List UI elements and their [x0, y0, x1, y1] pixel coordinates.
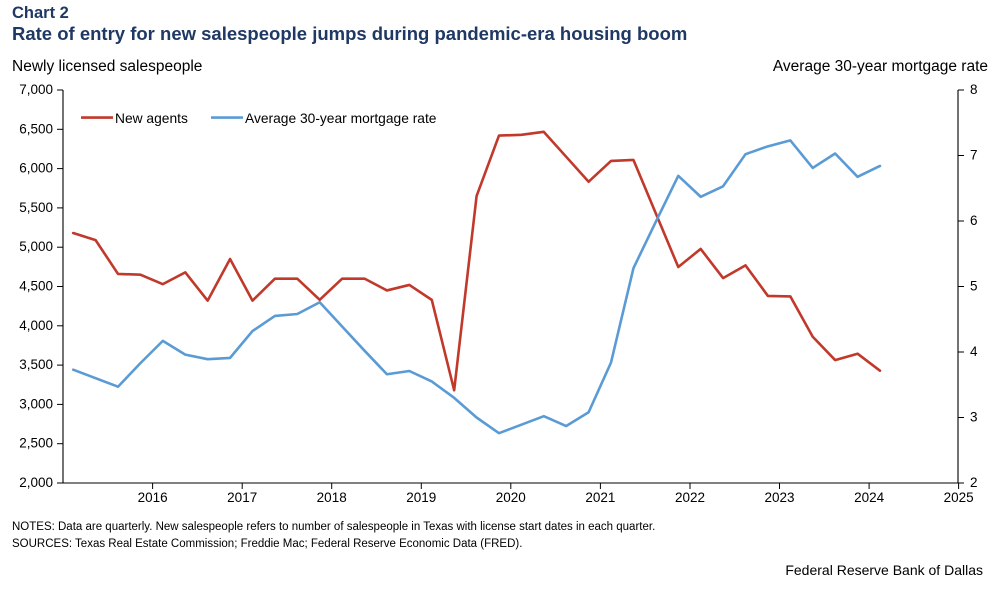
svg-text:2023: 2023 — [764, 490, 794, 505]
svg-text:New agents: New agents — [115, 111, 188, 126]
svg-text:6: 6 — [970, 213, 978, 228]
svg-text:4,000: 4,000 — [19, 318, 53, 333]
svg-text:3,500: 3,500 — [19, 357, 53, 372]
svg-text:5,500: 5,500 — [19, 200, 53, 215]
svg-text:4,500: 4,500 — [19, 279, 53, 294]
svg-text:2016: 2016 — [138, 490, 168, 505]
svg-text:3: 3 — [970, 410, 978, 425]
svg-text:Average 30-year mortgage rate: Average 30-year mortgage rate — [245, 111, 437, 126]
svg-text:6,500: 6,500 — [19, 121, 53, 136]
svg-text:2,500: 2,500 — [19, 436, 53, 451]
svg-text:2025: 2025 — [944, 490, 974, 505]
svg-text:8: 8 — [970, 82, 978, 97]
svg-text:2,000: 2,000 — [19, 475, 53, 490]
svg-text:2022: 2022 — [675, 490, 705, 505]
svg-text:2018: 2018 — [317, 490, 347, 505]
svg-text:2017: 2017 — [227, 490, 257, 505]
svg-text:7,000: 7,000 — [19, 82, 53, 97]
svg-text:2024: 2024 — [854, 490, 885, 505]
svg-text:5,000: 5,000 — [19, 239, 53, 254]
svg-text:2020: 2020 — [496, 490, 526, 505]
svg-text:7: 7 — [970, 148, 978, 163]
svg-text:3,000: 3,000 — [19, 396, 53, 411]
svg-text:2019: 2019 — [406, 490, 436, 505]
svg-text:6,000: 6,000 — [19, 161, 53, 176]
svg-text:4: 4 — [970, 344, 978, 359]
svg-text:5: 5 — [970, 279, 978, 294]
svg-text:2021: 2021 — [585, 490, 615, 505]
svg-text:2: 2 — [970, 475, 978, 490]
